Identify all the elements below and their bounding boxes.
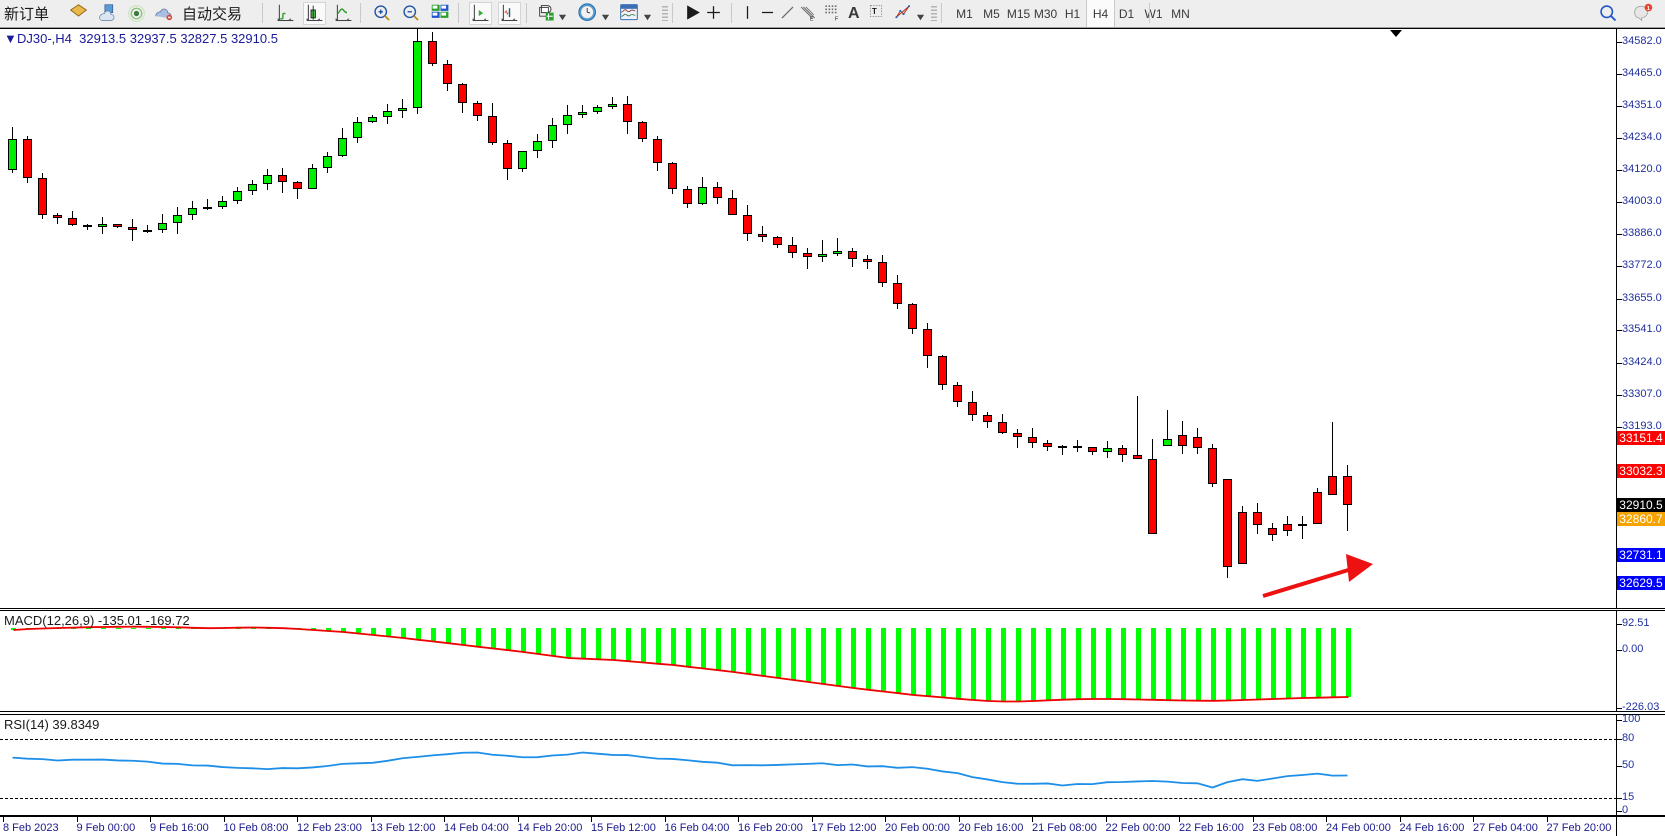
svg-text:T: T: [872, 7, 877, 16]
svg-text:E: E: [810, 16, 814, 22]
svg-text:1: 1: [1647, 6, 1650, 12]
svg-text:F: F: [835, 16, 839, 22]
